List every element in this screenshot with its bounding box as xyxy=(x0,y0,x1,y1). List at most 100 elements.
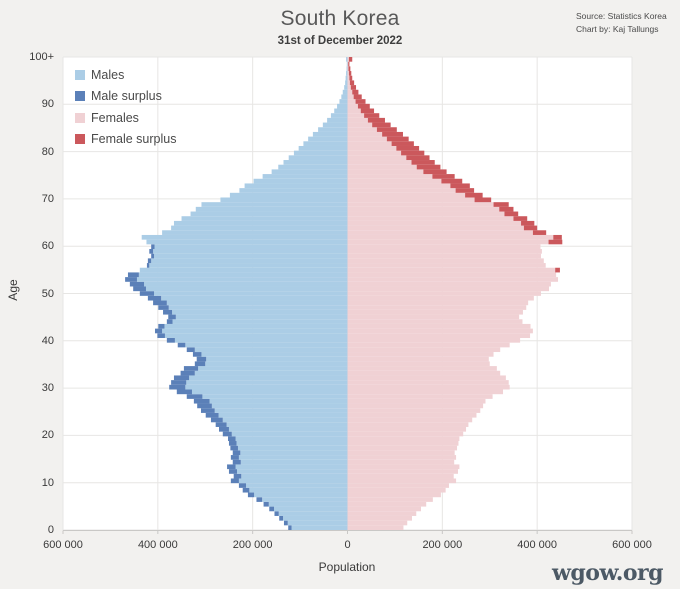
male-bar xyxy=(228,426,348,432)
male-bar xyxy=(138,272,348,278)
male-surplus-bar xyxy=(133,286,146,292)
male-bar xyxy=(164,333,348,338)
chart-author-line: Chart by: Kaj Tallungs xyxy=(576,23,659,34)
male-surplus-bar xyxy=(139,291,155,296)
male-surplus-bar xyxy=(163,309,173,315)
legend-item-male-surplus: Male surplus xyxy=(75,86,176,108)
male-bar xyxy=(346,71,348,76)
male-bar xyxy=(278,164,348,170)
male-bar xyxy=(145,286,348,292)
male-bar xyxy=(235,464,348,470)
male-bar xyxy=(303,141,348,146)
male-bar xyxy=(154,244,348,250)
male-surplus-bar xyxy=(269,506,275,512)
female-bar xyxy=(347,75,350,81)
male-bar xyxy=(194,347,348,353)
male-bar xyxy=(173,220,348,226)
female-bar xyxy=(347,422,469,427)
male-bar xyxy=(240,459,348,465)
male-bar xyxy=(198,366,348,371)
female-bar xyxy=(347,131,383,137)
male-bar xyxy=(229,192,348,198)
female-surplus-bar xyxy=(532,230,547,235)
y-tick-label: 30 xyxy=(41,382,54,395)
female-bar xyxy=(347,145,397,151)
female-bar xyxy=(347,441,459,446)
y-tick-label: 10 xyxy=(41,476,54,489)
male-bar xyxy=(254,492,348,498)
female-surplus-bar xyxy=(406,155,430,161)
male-bar xyxy=(239,188,348,193)
female-bar xyxy=(347,520,408,526)
legend-label: Male surplus xyxy=(91,89,162,104)
female-bar xyxy=(347,202,494,207)
female-bar xyxy=(347,431,464,437)
male-bar xyxy=(136,277,348,282)
female-bar xyxy=(347,253,541,259)
y-tick-label: 0 xyxy=(47,524,54,536)
female-bar xyxy=(347,305,527,310)
male-bar xyxy=(172,309,348,315)
female-bar xyxy=(347,445,458,451)
legend-item-females: Females xyxy=(75,107,176,129)
male-surplus-bar xyxy=(238,483,247,488)
male-surplus-bar xyxy=(173,375,190,381)
male-bar xyxy=(268,501,348,507)
female-bar xyxy=(347,398,486,404)
female-bar xyxy=(347,356,489,362)
female-bar xyxy=(347,272,557,278)
female-bar xyxy=(347,459,455,465)
male-bar xyxy=(194,370,348,376)
male-bar xyxy=(322,122,348,128)
female-surplus-swatch-icon xyxy=(75,134,85,145)
female-surplus-bar xyxy=(553,234,562,240)
male-bar xyxy=(190,211,348,217)
male-surplus-bar xyxy=(147,295,162,301)
legend-item-males: Males xyxy=(75,64,176,86)
female-bar xyxy=(347,389,504,395)
male-bar xyxy=(175,314,348,320)
female-bar xyxy=(347,150,402,156)
female-bar xyxy=(347,71,349,76)
male-surplus-bar xyxy=(193,398,210,404)
male-surplus-bar xyxy=(196,356,207,362)
female-surplus-bar xyxy=(348,66,351,72)
females-swatch-icon xyxy=(75,112,85,123)
female-surplus-bar xyxy=(465,192,483,198)
male-bar xyxy=(238,478,348,484)
male-surplus-bar xyxy=(227,464,236,470)
female-bar xyxy=(347,108,361,114)
female-bar xyxy=(347,281,551,287)
female-bar xyxy=(347,244,541,250)
male-surplus-bar xyxy=(166,319,173,324)
female-surplus-bar xyxy=(348,57,353,62)
female-bar xyxy=(347,127,377,132)
female-bar xyxy=(347,300,529,306)
male-surplus-bar xyxy=(151,244,155,250)
female-surplus-bar xyxy=(391,141,414,146)
male-bar xyxy=(293,150,348,156)
female-bar xyxy=(347,286,550,292)
male-bar xyxy=(164,323,348,329)
male-bar xyxy=(189,375,348,381)
female-bar xyxy=(347,258,544,264)
female-surplus-bar xyxy=(523,225,538,231)
male-bar xyxy=(153,249,348,254)
female-bar xyxy=(347,506,421,512)
female-bar xyxy=(347,211,505,217)
males-swatch-icon xyxy=(75,69,85,80)
male-bar xyxy=(346,61,348,67)
male-surplus-bar xyxy=(288,525,292,530)
female-bar xyxy=(347,333,531,338)
male-bar xyxy=(201,202,348,207)
male-surplus-bar xyxy=(232,459,241,465)
male-bar xyxy=(288,155,348,161)
male-surplus-bar xyxy=(129,281,145,287)
male-surplus-bar xyxy=(263,501,269,507)
female-surplus-bar xyxy=(455,188,475,193)
male-bar xyxy=(346,57,348,62)
female-bar xyxy=(347,347,501,353)
male-bar xyxy=(149,263,348,268)
male-bar xyxy=(214,408,348,413)
female-surplus-bar xyxy=(364,113,380,118)
